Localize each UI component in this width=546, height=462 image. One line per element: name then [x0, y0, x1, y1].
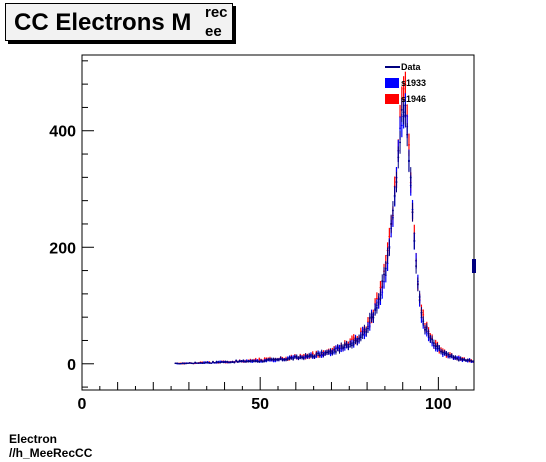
footer-label-1: Electron — [9, 432, 58, 446]
histogram-marks — [174, 71, 474, 365]
axes: 0 50 100 0 200 400 — [49, 60, 476, 413]
legend-entry-s1946: s1946 — [385, 94, 426, 104]
title-box: CC Electrons M rec ee — [5, 3, 233, 41]
y-tick-label: 0 — [67, 357, 76, 374]
legend-swatch — [385, 94, 399, 104]
y-tick-label: 400 — [49, 124, 76, 141]
title-superscript: rec — [205, 4, 228, 21]
series-data — [174, 97, 474, 365]
x-tick-label: 50 — [251, 396, 269, 413]
series-s1933 — [174, 93, 474, 365]
legend-label: s1933 — [401, 78, 426, 88]
title-main: CC Electrons M — [14, 9, 192, 36]
x-tick-label: 0 — [78, 396, 87, 413]
overflow-marker — [472, 259, 476, 273]
series-s1946 — [174, 71, 474, 365]
x-tick-label: 100 — [425, 396, 452, 413]
title-subscript: ee — [205, 23, 222, 40]
legend: Data s1933 s1946 — [385, 62, 426, 104]
plot-frame — [81, 54, 475, 391]
y-tick-label: 200 — [49, 240, 76, 257]
legend-label: Data — [401, 62, 422, 72]
legend-entry-s1933: s1933 — [385, 78, 426, 88]
footer-label-2: //h_MeeRecCC — [9, 446, 93, 460]
legend-label: s1946 — [401, 94, 426, 104]
legend-swatch — [385, 78, 399, 88]
legend-entry-data: Data — [385, 62, 422, 72]
